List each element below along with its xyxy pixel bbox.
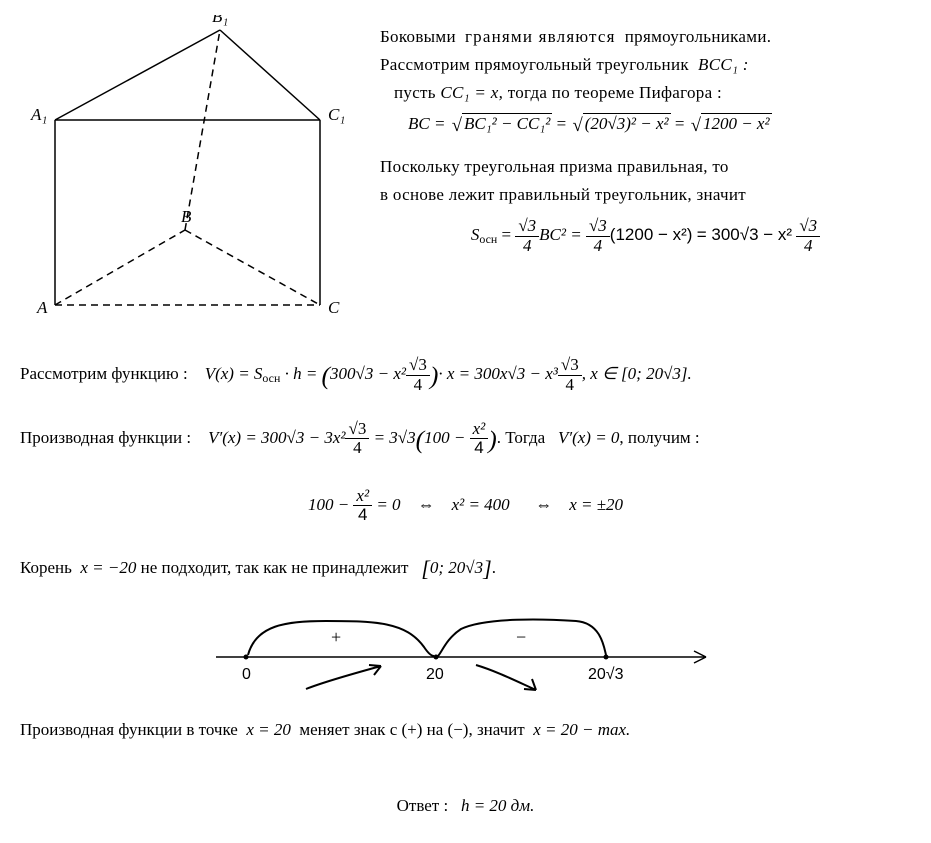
eq-sosn: Sосн = √34BC² = √34(1200 − x²) = 300√3 −… [380, 217, 911, 255]
l2-f: , получим : [619, 428, 699, 447]
root-reject: Корень x = −20 не подходит, так как не п… [20, 549, 911, 589]
line-vprime: Производная функции : V′(x) = 300√3 − 3x… [20, 417, 911, 463]
svg-text:A₁: A₁ [30, 105, 47, 124]
eq1-rad2: (20√3)² − x² [583, 113, 671, 133]
line-vx: Рассмотрим функцию : V(x) = Sосн · h = (… [20, 353, 911, 399]
answer-val: h = 20 дм. [461, 796, 534, 815]
svg-text:20√3: 20√3 [588, 666, 624, 683]
paren1-l: 300√3 − x² [330, 364, 406, 383]
l2-b: V′(x) = 300√3 − 3x² [208, 428, 345, 447]
svg-text:B: B [181, 207, 192, 226]
p2-triangle: BCC₁ : [698, 55, 749, 74]
iff2: ⇔ [535, 495, 552, 514]
eq1-rad1: BC₁² − CC₁² [462, 113, 552, 133]
answer-label: Ответ : [397, 796, 449, 815]
svg-text:C: C [328, 298, 340, 317]
p3-rest: тогда по теореме Пифагора : [508, 83, 722, 102]
p3-let: пусть [394, 83, 436, 102]
con-d: x = 20 − max. [533, 720, 630, 739]
sign-diagram: + − 0 20 20√3 [206, 607, 726, 697]
l2-a: Производная функции : [20, 428, 191, 447]
eq1-lhs: BC = [408, 114, 445, 133]
eq1-rad3: 1200 − x² [701, 113, 772, 133]
p4-text: Поскольку треугольная призма правильная,… [380, 155, 911, 179]
f1-den: 4 [515, 236, 539, 256]
body-section: Рассмотрим функцию : V(x) = Sосн · h = (… [20, 353, 911, 816]
con-a: Производная функции в точке [20, 720, 238, 739]
l1-a: Рассмотрим функцию : [20, 364, 188, 383]
f1-num: √3 [515, 217, 539, 236]
root-a: Корень [20, 558, 72, 577]
p3-eq: CC₁ = x, [440, 83, 503, 102]
eq-bc: BC = √BC₁² − CC₁² = √(20√3)² − x² = √120… [408, 114, 911, 137]
svg-text:0: 0 [242, 666, 251, 683]
eq2-mid1: BC² = [539, 225, 582, 244]
svg-text:C₁: C₁ [328, 105, 345, 124]
root-b: x = −20 [80, 558, 136, 577]
l1-c: · x = 300x√3 − x³ [438, 364, 558, 383]
svg-text:20: 20 [426, 666, 444, 683]
p1-word1: Боковыми [380, 27, 456, 46]
l2-c: = 3√3 [374, 428, 416, 447]
eq-critical: 100 − x²4 = 0 ⇔ x² = 400 ⇔ x = ±20 [20, 487, 911, 525]
prism-diagram: A B C A₁ B₁ C₁ [20, 15, 350, 335]
eq2-rhs1: = 300√3 − x² [697, 225, 792, 244]
p5-text: в основе лежит правильный треугольник, з… [380, 183, 911, 207]
l2-d: . Тогда [497, 428, 545, 447]
conclusion: Производная функции в точке x = 20 меняе… [20, 715, 911, 746]
paren2-l: 100 − [424, 428, 469, 447]
eq3-d: x = ±20 [569, 495, 623, 514]
con-c: меняет знак с (+) на (−), значит [299, 720, 524, 739]
eq3-c: x² = 400 [452, 495, 510, 514]
l1-d: , x ∈ [0; 20√3]. [582, 364, 692, 383]
con-b: x = 20 [246, 720, 291, 739]
eq2-paren: (1200 − x²) [610, 225, 693, 244]
svg-text:−: − [516, 627, 526, 647]
p2-text: Рассмотрим прямоугольный треугольник [380, 55, 689, 74]
iff1: ⇔ [418, 495, 435, 514]
p1-word3: прямоугольниками. [625, 27, 772, 46]
svg-text:B₁: B₁ [212, 15, 228, 26]
l1-b: V(x) = Sосн · h = [205, 364, 318, 383]
answer-line: Ответ : h = 20 дм. [20, 796, 911, 816]
p1-word2: гранями являются [465, 27, 616, 46]
svg-text:A: A [36, 298, 48, 317]
eq3-a: 100 − [308, 495, 349, 514]
svg-text:+: + [331, 627, 341, 647]
l2-e: V′(x) = 0 [558, 428, 619, 447]
eq3-b: = 0 [376, 495, 400, 514]
root-c: не подходит, так как не принадлежит [141, 558, 409, 577]
top-right-text: Боковыми гранями являются прямоугольника… [380, 15, 911, 273]
